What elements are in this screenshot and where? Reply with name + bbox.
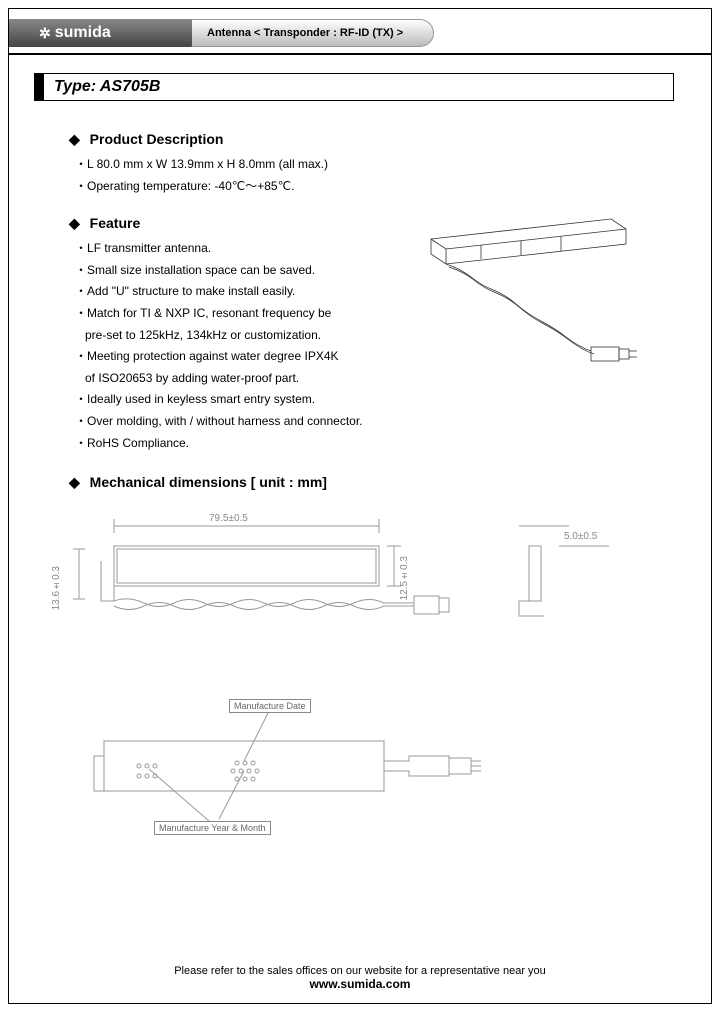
list-item: L 80.0 mm x W 13.9mm x H 8.0mm (all max.… [75, 154, 661, 176]
list-item: Ideally used in keyless smart entry syst… [75, 389, 661, 411]
diamond-icon: ◆ [69, 474, 80, 491]
mechanical-drawings: 79.5±0.5 13.6±0.3 12.5±0.3 5.0±0.5 Manuf… [49, 511, 671, 871]
page-frame: ✲ sumida Antenna < Transponder : RF-ID (… [8, 8, 712, 1004]
dim-height: 13.6±0.3 [51, 566, 62, 610]
dim-side: 5.0±0.5 [564, 531, 597, 542]
dim-width: 79.5±0.5 [209, 513, 248, 524]
brand-logo: ✲ sumida [9, 19, 204, 47]
callout-mfg-date: Manufacture Date [229, 699, 311, 713]
section-title: Feature [90, 215, 141, 231]
diamond-icon: ◆ [69, 131, 80, 148]
logo-text: sumida [55, 24, 111, 42]
list-item: RoHS Compliance. [75, 433, 661, 455]
dim-right: 12.5±0.3 [399, 556, 410, 600]
footer-url: www.sumida.com [9, 977, 711, 991]
list-item: Operating temperature: -40℃～+85℃. [75, 176, 661, 198]
header-bar: ✲ sumida Antenna < Transponder : RF-ID (… [9, 19, 711, 47]
logo-icon: ✲ [39, 25, 51, 42]
drawing-svg [49, 511, 669, 871]
section-product-description: ◆ Product Description [69, 131, 661, 148]
section-title: Mechanical dimensions [ unit : mm] [90, 474, 327, 490]
section-title: Product Description [90, 131, 224, 147]
header-category: Antenna < Transponder : RF-ID (TX) > [192, 19, 434, 47]
product-illustration [411, 209, 661, 379]
footer-text: Please refer to the sales offices on our… [9, 965, 711, 977]
list-item: Over molding, with / without harness and… [75, 411, 661, 433]
product-description-list: L 80.0 mm x W 13.9mm x H 8.0mm (all max.… [69, 154, 661, 197]
type-box: Type: AS705B [34, 73, 674, 101]
section-mechanical: ◆ Mechanical dimensions [ unit : mm] [69, 474, 661, 491]
footer: Please refer to the sales offices on our… [9, 965, 711, 991]
header-rule [9, 53, 711, 55]
diamond-icon: ◆ [69, 215, 80, 232]
callout-mfg-year: Manufacture Year & Month [154, 821, 271, 835]
